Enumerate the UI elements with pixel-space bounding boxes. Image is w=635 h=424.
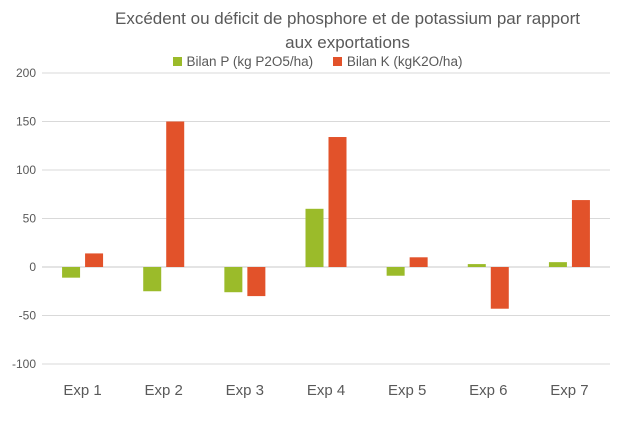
- legend-swatch-bilan-k: [332, 57, 342, 66]
- legend-swatch-bilan-p: [172, 57, 182, 66]
- bar: [548, 262, 567, 267]
- bar: [386, 267, 405, 276]
- x-tick-label: Exp 7: [550, 382, 588, 399]
- legend-label-bilan-k: Bilan K (kgK2O/ha): [346, 54, 463, 69]
- y-tick-label: 100: [16, 163, 36, 177]
- x-tick-label: Exp 5: [388, 382, 426, 399]
- bar: [247, 267, 266, 297]
- bar: [490, 267, 509, 309]
- chart-title-line-1: Excédent ou déficit de phosphore et de p…: [115, 9, 580, 28]
- y-tick-label: -50: [19, 309, 37, 323]
- x-tick-label: Exp 1: [63, 382, 101, 399]
- y-tick-label: 200: [16, 66, 36, 80]
- bar: [62, 267, 81, 278]
- x-tick-label: Exp 2: [145, 382, 183, 399]
- bar: [166, 121, 185, 267]
- y-tick-label: 150: [16, 115, 36, 129]
- x-tick-label: Exp 6: [469, 382, 507, 399]
- y-tick-label: 0: [29, 260, 36, 274]
- bar: [409, 257, 428, 267]
- y-tick-label: 50: [23, 212, 37, 226]
- bar: [305, 208, 324, 267]
- legend-item-bilan-k: Bilan K (kgK2O/ha): [332, 54, 463, 69]
- bar: [224, 267, 243, 293]
- bar: [467, 264, 486, 267]
- bar: [328, 137, 347, 267]
- y-tick-label: -100: [12, 357, 36, 371]
- legend-label-bilan-p: Bilan P (kg P2O5/ha): [186, 54, 314, 69]
- bar: [571, 200, 590, 267]
- legend-item-bilan-p: Bilan P (kg P2O5/ha): [172, 54, 314, 69]
- bar: [85, 253, 104, 267]
- x-tick-label: Exp 4: [307, 382, 345, 399]
- chart-title-line-2: aux exportations: [285, 33, 410, 52]
- chart-legend: Bilan P (kg P2O5/ha) Bilan K (kgK2O/ha): [0, 54, 635, 69]
- x-tick-label: Exp 3: [226, 382, 264, 399]
- bar: [143, 267, 162, 292]
